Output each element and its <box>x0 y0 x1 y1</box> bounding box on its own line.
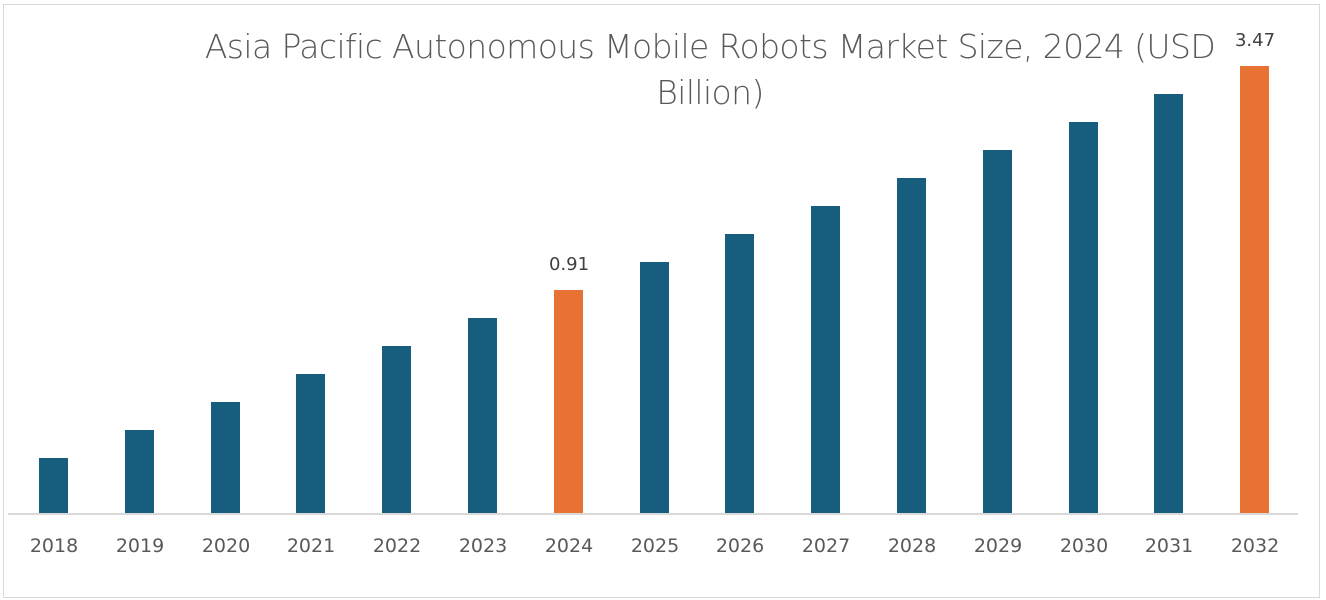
chart-title-line-2: Billion) <box>656 73 764 112</box>
x-tick-label: 2026 <box>715 535 765 557</box>
bar-2022 <box>382 346 411 514</box>
chart-frame <box>3 4 1320 598</box>
bar-2030 <box>1069 122 1098 514</box>
x-tick-label: 2030 <box>1059 535 1109 557</box>
bar-2021 <box>296 374 325 514</box>
bar-2031 <box>1154 94 1183 514</box>
bar-2019 <box>125 430 154 514</box>
x-tick-label: 2029 <box>973 535 1023 557</box>
x-tick-label: 2027 <box>801 535 851 557</box>
bar-2027 <box>811 206 840 514</box>
x-tick-label: 2019 <box>115 535 165 557</box>
x-tick-label: 2025 <box>630 535 680 557</box>
bar-2025 <box>640 262 669 514</box>
bar-2024 <box>554 290 583 514</box>
bar-2023 <box>468 318 497 514</box>
x-axis-line <box>8 513 1298 515</box>
bar-2018 <box>39 458 68 514</box>
bar-2032 <box>1240 66 1269 514</box>
chart-title-line-1: Asia Pacific Autonomous Mobile Robots Ma… <box>204 27 1216 66</box>
x-tick-label: 2023 <box>458 535 508 557</box>
x-tick-label: 2018 <box>29 535 79 557</box>
data-label-2024: 0.91 <box>548 254 590 275</box>
bar-2026 <box>725 234 754 514</box>
x-tick-label: 2021 <box>286 535 336 557</box>
x-tick-label: 2032 <box>1230 535 1280 557</box>
bar-2029 <box>983 150 1012 514</box>
x-tick-label: 2022 <box>372 535 422 557</box>
x-tick-label: 2024 <box>544 535 594 557</box>
x-tick-label: 2031 <box>1144 535 1194 557</box>
chart-title: Asia Pacific Autonomous Mobile Robots Ma… <box>185 24 1235 116</box>
x-tick-label: 2028 <box>887 535 937 557</box>
bar-2020 <box>211 402 240 514</box>
x-tick-label: 2020 <box>201 535 251 557</box>
bar-2028 <box>897 178 926 514</box>
data-label-2032: 3.47 <box>1234 30 1276 51</box>
